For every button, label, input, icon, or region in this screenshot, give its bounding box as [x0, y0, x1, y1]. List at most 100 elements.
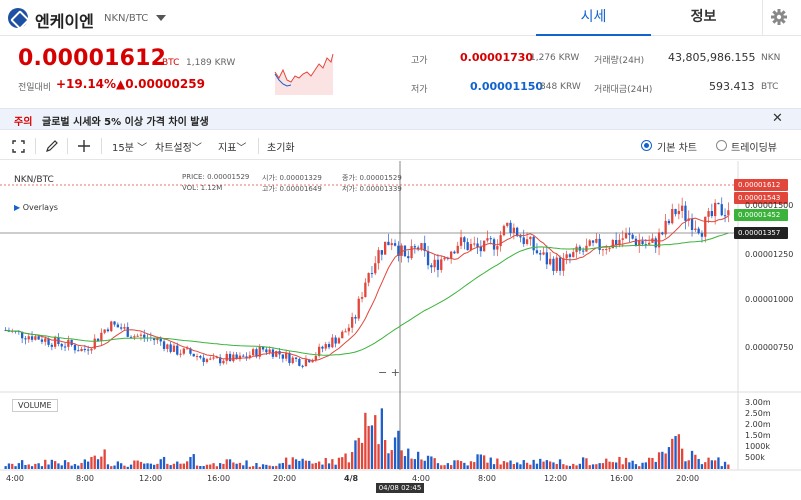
candle-body [195, 356, 199, 358]
tradingview-radio[interactable] [716, 140, 727, 151]
header: 엔케이엔 NKN/BTC 시세 정보 [0, 0, 801, 36]
volume-bar [591, 464, 595, 469]
time-axis-label: 4:00 [6, 474, 24, 483]
candle-body [440, 259, 443, 270]
crosshair-icon[interactable] [77, 139, 91, 153]
basic-chart-label[interactable]: 기본 차트 [657, 143, 697, 154]
volume-bar [341, 457, 344, 469]
candle-body [228, 353, 232, 362]
pencil-icon[interactable] [45, 139, 59, 153]
volume-bar [63, 460, 67, 469]
volume-bar [664, 453, 667, 469]
volume-bar [387, 453, 390, 469]
candle-body [202, 357, 205, 362]
volume-bar [275, 465, 278, 469]
candle-body [552, 258, 555, 271]
volume-bar [677, 434, 681, 469]
volume-bar [166, 463, 169, 469]
volume-bar [449, 465, 453, 469]
volume-bar [700, 464, 704, 469]
candle-body [667, 220, 671, 224]
volume-bar [423, 460, 426, 469]
volume-bar [143, 463, 146, 469]
volume-bar [671, 438, 674, 469]
basic-chart-radio[interactable] [641, 140, 652, 151]
volume-bar [727, 464, 730, 469]
volume-bar [133, 460, 136, 469]
mini-sparkline [273, 50, 388, 95]
chart-settings-menu[interactable]: 차트설정﹀ [155, 139, 202, 154]
candle-body [380, 250, 384, 255]
candle-body [301, 365, 304, 367]
volume-bar [258, 466, 261, 469]
chevron-down-icon[interactable] [156, 15, 166, 21]
candle-body [344, 331, 347, 333]
candle-body [657, 232, 661, 248]
zoom-controls[interactable]: − + [378, 366, 400, 379]
volume-bar [581, 457, 585, 469]
time-axis-label: 16:00 [207, 474, 231, 483]
notice-text: 글로벌 시세와 5% 이상 가격 차이 발생 [42, 117, 209, 128]
volume-bar [383, 440, 387, 469]
volume-bar [90, 457, 93, 469]
chart-symbol: NKN/BTC [14, 175, 54, 185]
volume-bar [298, 460, 301, 469]
overlays-toggle[interactable]: ▶ Overlays [14, 203, 58, 212]
volume-bar [159, 459, 162, 469]
candle-body [103, 329, 106, 333]
volume-bar [232, 462, 235, 469]
volume-bar [370, 425, 374, 469]
chart-canvas[interactable] [0, 161, 801, 500]
candle-body [314, 355, 318, 361]
time-axis-label: 12:00 [544, 474, 568, 483]
volume-bar [364, 412, 367, 469]
candle-body [232, 354, 235, 362]
candle-body [430, 265, 433, 268]
candle-body [680, 205, 684, 211]
volume-bar [110, 466, 113, 469]
ohlc-high-value: 0.00001649 [279, 185, 322, 193]
candle-body [136, 335, 139, 337]
coin-logo-icon [8, 8, 28, 28]
price-tag-ma-short: 0.00001543 [734, 192, 788, 204]
volume-bar [611, 462, 615, 469]
volume-bar [539, 458, 542, 469]
high-label: 고가 [411, 56, 428, 66]
close-icon[interactable]: ✕ [772, 111, 783, 126]
chevron-down-icon: ﹀ [191, 143, 202, 154]
tab-sise[interactable]: 시세 [536, 0, 651, 36]
interval-select[interactable]: 15분 ﹀ [112, 139, 147, 154]
volume-bar [80, 462, 83, 469]
reset-button[interactable]: 초기화 [267, 143, 295, 154]
candle-body [119, 327, 123, 329]
volume-bar [360, 442, 364, 469]
tradingview-label[interactable]: 트레이딩뷰 [731, 143, 777, 154]
candle-body [581, 250, 585, 252]
candle-body [255, 349, 258, 357]
volume-bar [443, 465, 446, 469]
volume-bar [674, 436, 677, 469]
volume-bar [624, 457, 628, 469]
volume-bar [585, 458, 588, 469]
volume-bar [24, 465, 27, 469]
candle-body [377, 250, 380, 264]
fullscreen-icon[interactable] [12, 140, 25, 153]
notice-tag: 주의 [14, 117, 33, 128]
candle-body [479, 246, 483, 252]
candle-body [443, 257, 446, 260]
indicators-menu[interactable]: 지표﹀ [218, 139, 246, 154]
price-chart[interactable]: NKN/BTC ▶ Overlays PRICE: 0.00001529 시가:… [0, 161, 801, 500]
candle-body [684, 205, 687, 221]
settings-button[interactable] [762, 0, 801, 36]
candle-body [47, 338, 50, 345]
coin-name[interactable]: 엔케이엔 [35, 12, 94, 31]
candle-body [218, 357, 222, 364]
volume-bar [123, 465, 126, 469]
volume-bar [588, 465, 591, 469]
ohlc-vol-label: VOL: [182, 184, 199, 192]
tab-info[interactable]: 정보 [690, 9, 717, 25]
candle-body [222, 360, 225, 364]
volume-bar [621, 464, 624, 469]
volume-bar [552, 462, 555, 469]
candle-body [113, 321, 116, 325]
